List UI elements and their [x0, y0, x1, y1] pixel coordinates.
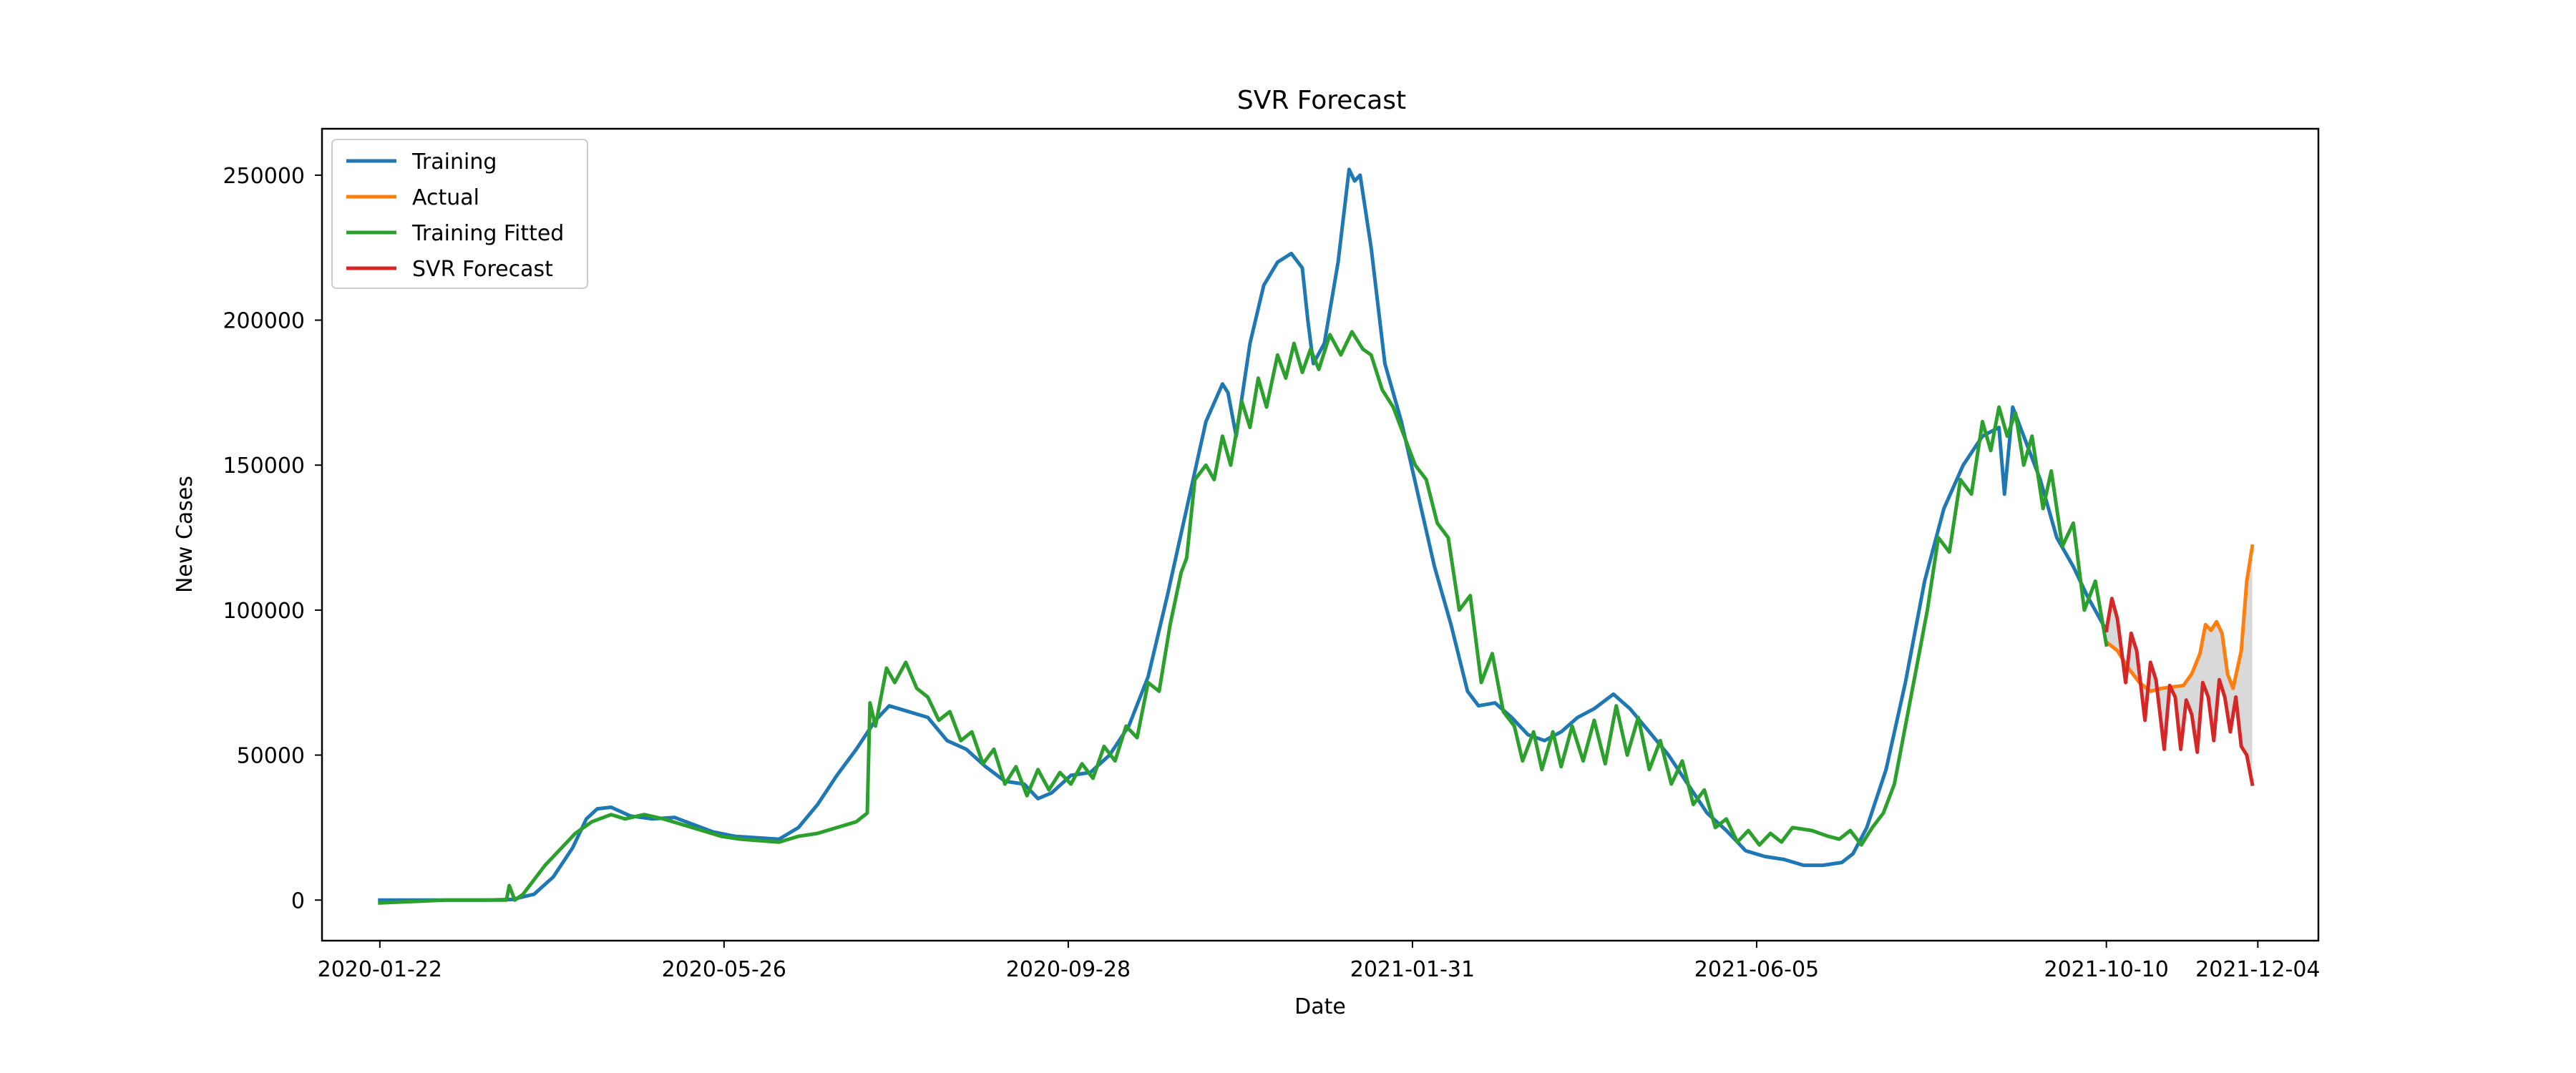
legend-box	[331, 139, 588, 289]
y-tick-label: 200000	[223, 309, 305, 334]
x-tick-label: 2021-06-05	[1694, 957, 1819, 982]
y-tick-label: 0	[291, 888, 305, 913]
y-tick-label: 150000	[223, 454, 305, 479]
series-line-training-fitted	[378, 330, 2109, 905]
x-tick-label: 2021-01-31	[1350, 957, 1475, 982]
plot-frame	[321, 127, 2320, 942]
legend-label: Actual	[412, 185, 479, 210]
forecast-error-band	[2106, 546, 2253, 785]
y-tick-label: 100000	[223, 599, 305, 624]
x-axis: 2020-01-22 2020-05-26 2020-09-28 2021-01-31…	[318, 941, 2321, 982]
series-line-svr-forecast	[2104, 597, 2255, 787]
forecast-error-fill-layer	[2106, 546, 2253, 785]
x-tick-label: 2020-01-22	[318, 957, 442, 982]
legend-label: SVR Forecast	[412, 257, 553, 282]
legend-label: Training Fitted	[411, 221, 564, 246]
legend-label: Training	[411, 150, 497, 175]
x-axis-label: Date	[1294, 994, 1346, 1019]
chart-title: SVR Forecast	[1237, 86, 1406, 115]
x-tick-label: 2020-05-26	[662, 957, 786, 982]
x-tick-label: 2020-09-28	[1006, 957, 1131, 982]
y-tick-label: 50000	[237, 744, 305, 769]
legend: Training Actual Training Fitted SVR Forecas…	[331, 139, 588, 289]
y-axis: 0 50000 100000 150000 200000 250000	[223, 164, 322, 913]
y-tick-label: 250000	[223, 164, 305, 189]
x-tick-label: 2021-10-10	[2044, 957, 2169, 982]
y-axis-label: New Cases	[172, 476, 197, 593]
x-tick-label: 2021-12-04	[2195, 957, 2320, 982]
series-line-training	[378, 167, 2109, 902]
series-lines-layer	[378, 167, 2255, 905]
